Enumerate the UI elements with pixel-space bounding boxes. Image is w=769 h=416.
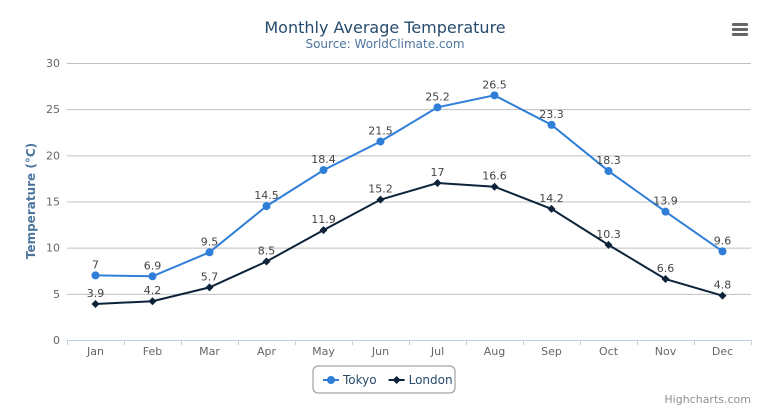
- data-label: 8.5: [258, 245, 276, 258]
- y-tick-label: 10: [46, 242, 60, 255]
- x-axis: Jan Feb Mar Apr May Jun Jul Aug Sep Oct Nov Dec: [67, 340, 752, 358]
- data-point[interactable]: [205, 283, 214, 292]
- data-label: 15.2: [368, 183, 393, 196]
- data-point[interactable]: [490, 91, 499, 100]
- x-tick-label: Mar: [199, 345, 220, 358]
- chart-title: Monthly Average Temperature: [264, 18, 505, 37]
- data-label: 21.5: [368, 124, 393, 137]
- data-label: 25.2: [425, 90, 450, 103]
- series-group: 7 6.9 9.5 14.5 18.4 21.5 25.2 26.5 23.3 18.3 13.9 9…: [87, 78, 732, 308]
- series-london: 3.9 4.2 5.7 8.5 11.9 15.2 17 16.6 14.2 10.3 6.6 4.8: [87, 166, 732, 308]
- x-tick-label: Oct: [599, 345, 619, 358]
- hamburger-menu-icon[interactable]: [730, 19, 750, 39]
- y-tick-label: 25: [46, 103, 60, 116]
- legend-label: London: [409, 373, 453, 387]
- legend: Tokyo London: [312, 365, 456, 394]
- data-label: 11.9: [311, 213, 336, 226]
- grid: [67, 63, 751, 341]
- data-point[interactable]: [718, 291, 727, 300]
- data-label: 16.6: [482, 170, 507, 183]
- data-point[interactable]: [547, 204, 556, 213]
- x-tick-label: Apr: [257, 345, 277, 358]
- data-point[interactable]: [148, 297, 157, 306]
- data-point[interactable]: [91, 271, 100, 280]
- data-label: 13.9: [653, 195, 678, 208]
- data-label: 3.9: [87, 287, 105, 300]
- data-label: 18.3: [596, 154, 621, 167]
- data-point[interactable]: [433, 103, 442, 112]
- data-label: 18.4: [311, 153, 336, 166]
- series-line: [95, 94, 724, 278]
- legend-marker[interactable]: [392, 376, 401, 384]
- data-label: 14.5: [254, 189, 279, 202]
- data-label: 4.2: [144, 284, 162, 297]
- data-label: 9.6: [714, 234, 732, 247]
- data-point[interactable]: [490, 182, 499, 191]
- x-tick-label: Dec: [712, 345, 733, 358]
- data-label: 5.7: [201, 270, 219, 283]
- data-label: 6.9: [144, 259, 162, 272]
- data-label: 26.5: [482, 78, 507, 91]
- legend-label: Tokyo: [342, 373, 377, 387]
- y-axis-title: Temperature (°C): [24, 143, 38, 259]
- x-tick-label: Sep: [541, 345, 562, 358]
- data-point[interactable]: [661, 207, 670, 216]
- x-tick-label: Feb: [143, 345, 162, 358]
- legend-item-tokyo[interactable]: Tokyo: [323, 373, 377, 387]
- chart-subtitle: Source: WorldClimate.com: [305, 37, 464, 51]
- data-label: 10.3: [596, 228, 621, 241]
- data-label: 6.6: [657, 262, 675, 275]
- data-label: 23.3: [539, 108, 564, 121]
- data-point[interactable]: [205, 248, 214, 257]
- y-tick-label: 20: [46, 149, 60, 162]
- data-point[interactable]: [604, 167, 613, 176]
- x-tick-label: Jul: [430, 345, 444, 358]
- data-label: 7: [92, 258, 99, 271]
- data-point[interactable]: [661, 275, 670, 284]
- x-tick-label: Aug: [484, 345, 505, 358]
- data-point[interactable]: [148, 272, 157, 281]
- y-tick-label: 0: [53, 334, 60, 347]
- data-label: 4.8: [714, 279, 732, 292]
- data-point[interactable]: [91, 299, 100, 308]
- data-point[interactable]: [319, 226, 328, 235]
- series-tokyo: 7 6.9 9.5 14.5 18.4 21.5 25.2 26.5 23.3 18.3 13.9 9…: [91, 78, 732, 281]
- data-point[interactable]: [718, 247, 727, 256]
- credits-link[interactable]: Highcharts.com: [664, 393, 751, 406]
- y-tick-label: 15: [46, 196, 60, 209]
- data-point[interactable]: [604, 240, 613, 249]
- legend-marker[interactable]: [327, 376, 335, 384]
- x-tick-label: Jun: [371, 345, 389, 358]
- y-tick-label: 30: [46, 57, 60, 70]
- data-point[interactable]: [433, 179, 442, 188]
- data-point[interactable]: [376, 195, 385, 204]
- x-tick-label: May: [312, 345, 335, 358]
- x-tick-label: Nov: [655, 345, 677, 358]
- data-point[interactable]: [319, 166, 328, 175]
- data-label: 17: [431, 166, 445, 179]
- y-tick-label: 5: [53, 288, 60, 301]
- data-point[interactable]: [547, 120, 556, 129]
- series-line: [95, 182, 723, 305]
- data-point[interactable]: [262, 202, 271, 211]
- y-axis: 0 5 10 15 20 25 30: [46, 57, 60, 347]
- data-point[interactable]: [376, 137, 385, 146]
- x-tick-label: Jan: [86, 345, 104, 358]
- legend-item-london[interactable]: London: [388, 373, 453, 387]
- data-point[interactable]: [262, 257, 271, 266]
- data-label: 14.2: [539, 192, 564, 205]
- data-label: 9.5: [201, 235, 219, 248]
